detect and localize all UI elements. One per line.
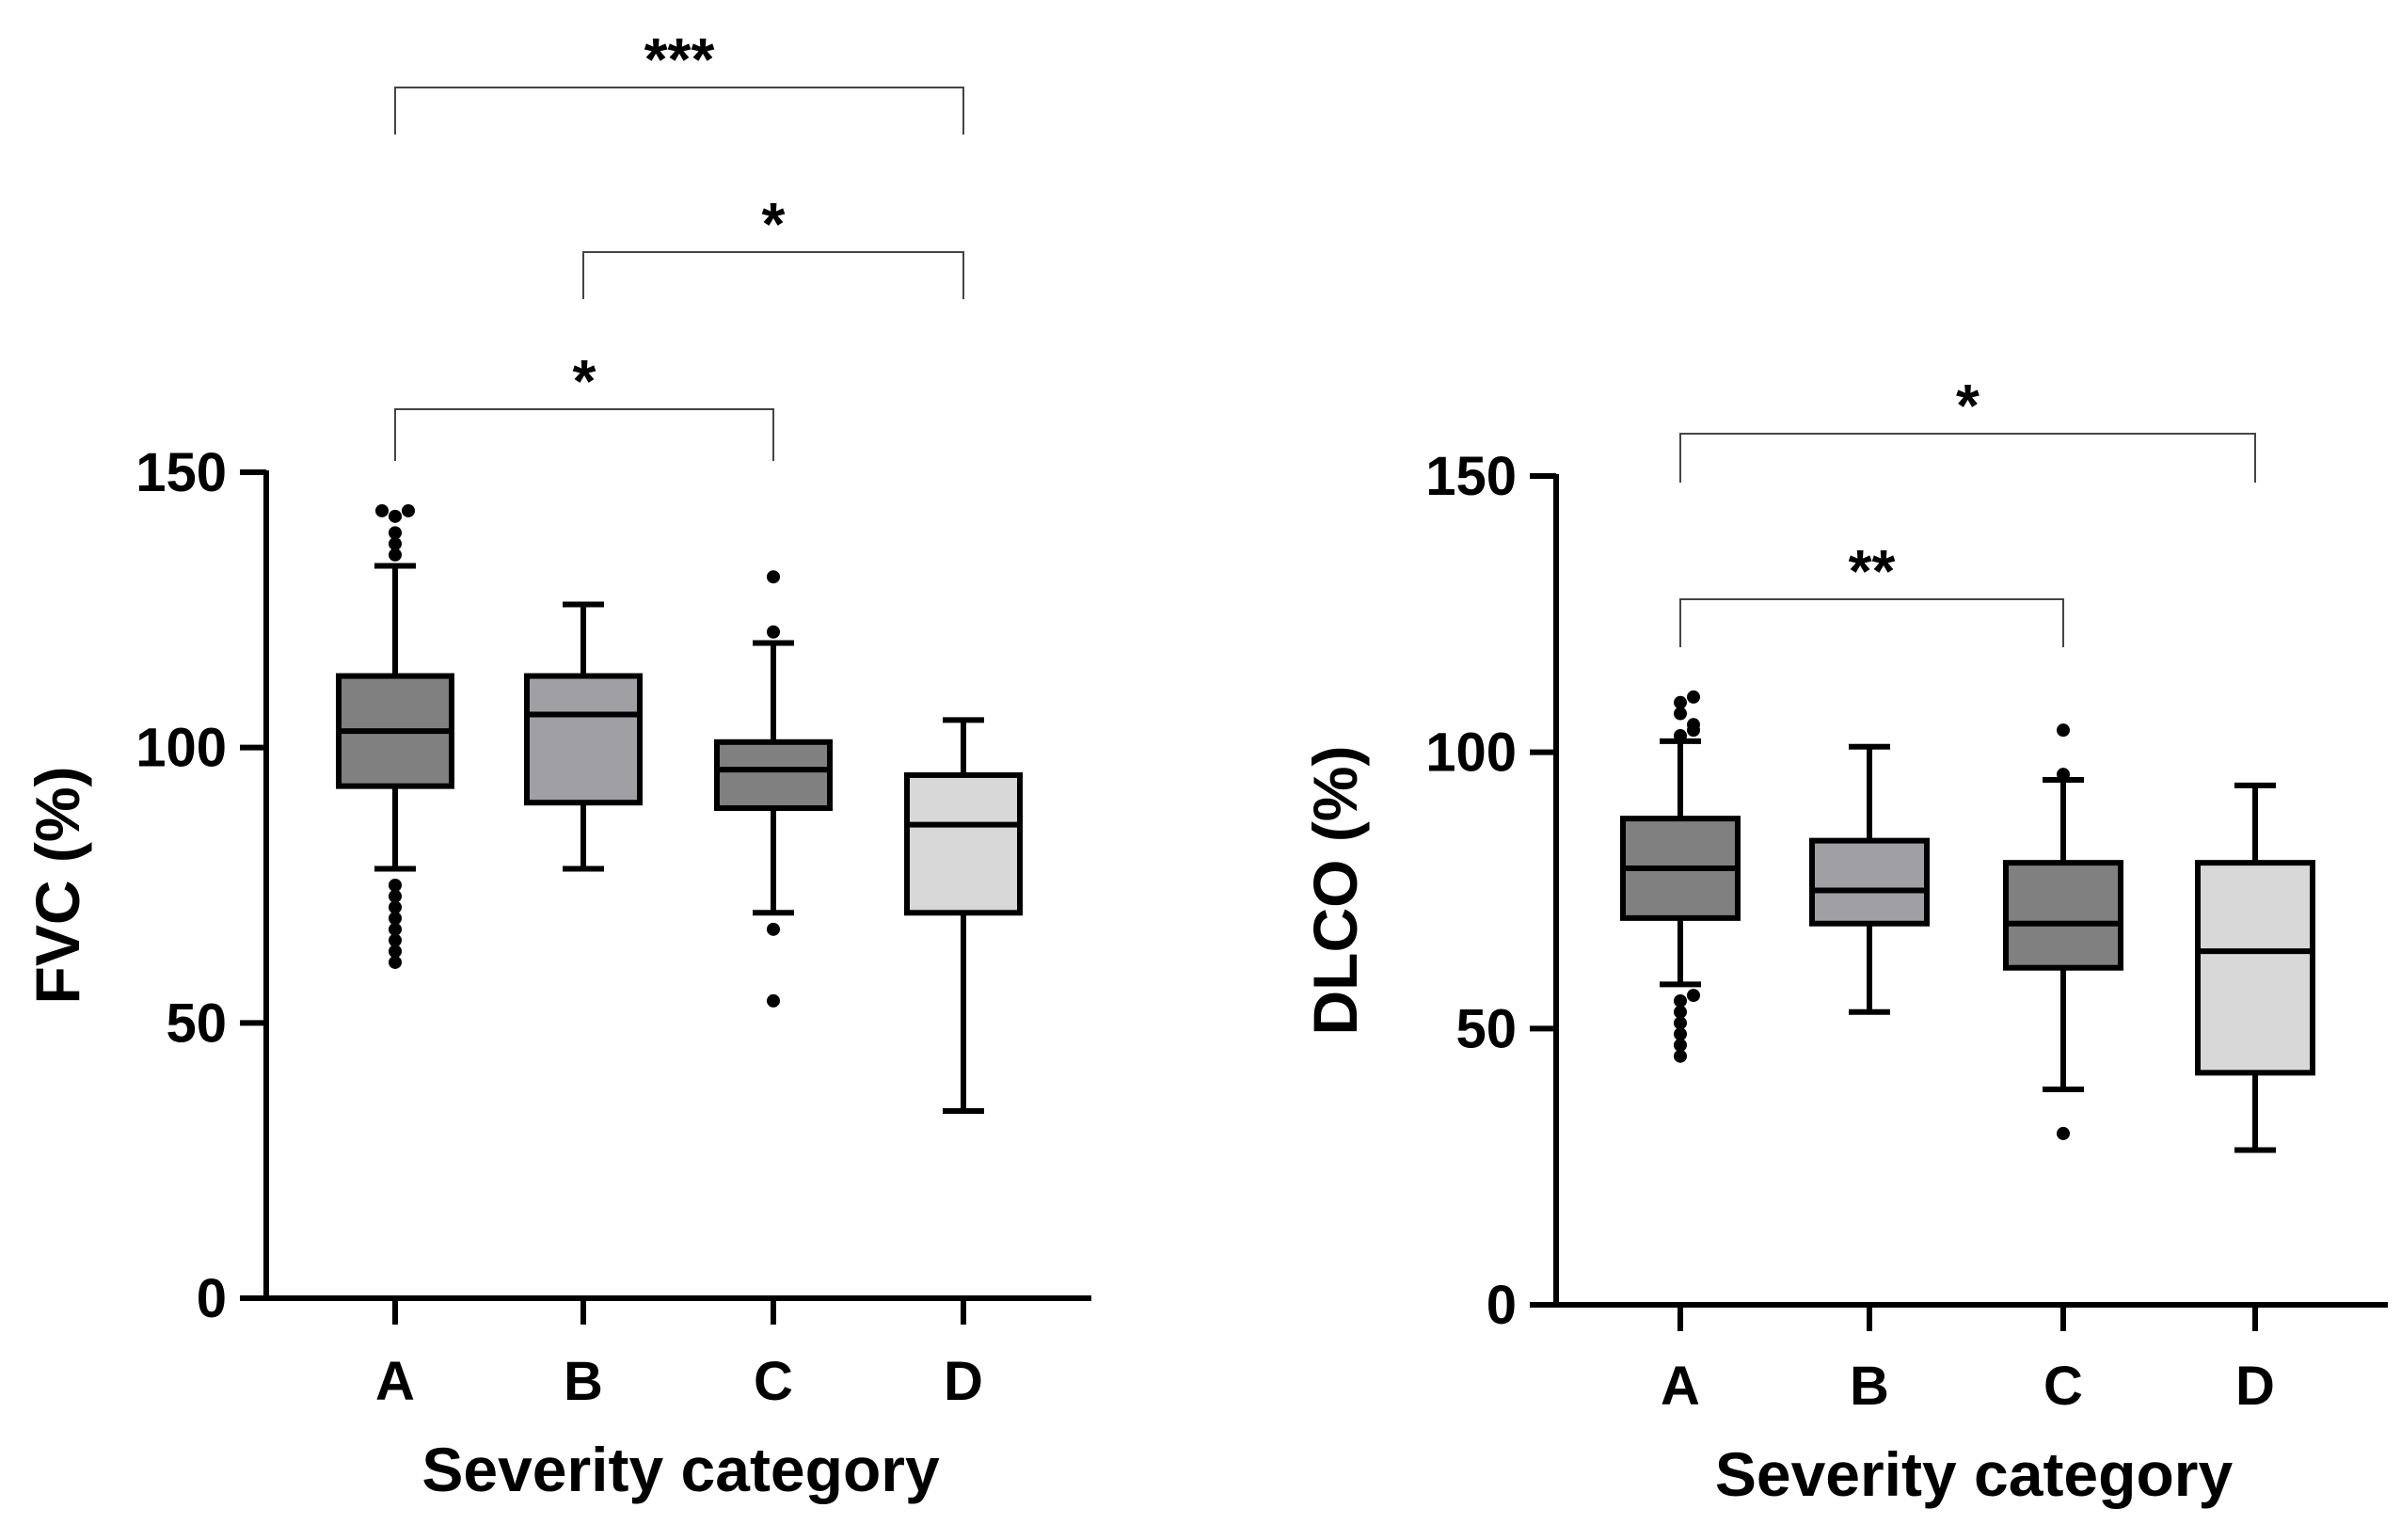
y-tick-label: 50 [166, 992, 227, 1054]
outlier-point [767, 922, 780, 936]
outlier-point [389, 879, 402, 892]
outlier-point [389, 509, 402, 523]
x-tick-label: D [944, 1351, 983, 1412]
outlier-point [1674, 729, 1687, 743]
significance-bracket-a-d: * [1679, 372, 2256, 483]
box-iqr [2195, 860, 2315, 1076]
box-b [1809, 743, 1930, 1015]
box-iqr [714, 738, 833, 812]
significance-label: * [762, 190, 786, 258]
box-a [1620, 690, 1741, 1063]
box-iqr [904, 771, 1023, 916]
outlier-point [1674, 695, 1687, 709]
significance-bracket-a-d: *** [394, 25, 964, 135]
y-tick-label: 100 [1425, 722, 1517, 784]
significance-label: * [1956, 372, 1980, 439]
outlier-point [389, 945, 402, 959]
y-tick-label: 150 [1425, 446, 1517, 507]
box-iqr [524, 673, 643, 806]
outlier-point [767, 993, 780, 1008]
outlier-point [1674, 1005, 1687, 1019]
box-d [2195, 782, 2315, 1153]
outlier-point [2057, 1126, 2070, 1140]
bracket-line [394, 408, 774, 461]
y-tick-label: 0 [1487, 1275, 1517, 1336]
bracket-line [1679, 433, 2256, 483]
significance-label: *** [644, 25, 715, 93]
significance-bracket-a-c: ** [1679, 537, 2064, 647]
significance-label: * [573, 347, 596, 415]
outlier-point [1674, 1027, 1687, 1041]
significance-bracket-b-d: * [582, 190, 964, 299]
outlier-point [767, 625, 780, 639]
outlier-point [389, 922, 402, 936]
outlier-point [402, 503, 415, 517]
box-d [904, 717, 1023, 1114]
x-axis-title: Severity category [421, 1435, 940, 1504]
y-tick-label: 150 [135, 442, 227, 503]
box-a [336, 503, 454, 969]
outlier-point [767, 570, 780, 584]
y-axis-title: FVC (%) [23, 767, 92, 1005]
bracket-line [1679, 598, 2064, 647]
y-tick-label: 0 [197, 1268, 227, 1329]
x-tick-label: D [2235, 1356, 2275, 1417]
box-c [2003, 723, 2123, 1140]
outlier-point [1687, 718, 1700, 732]
outlier-point [389, 933, 402, 947]
x-tick-label: B [1850, 1356, 1889, 1417]
box-iqr [2003, 860, 2123, 971]
outlier-point [375, 503, 389, 517]
outlier-point [2057, 768, 2070, 782]
x-tick-label: C [754, 1351, 793, 1412]
bracket-line [582, 251, 964, 299]
x-tick-label: B [564, 1351, 603, 1412]
y-tick-label: 100 [135, 718, 227, 779]
outlier-point [1674, 1016, 1687, 1030]
y-axis-title: DLCO (%) [1300, 746, 1370, 1036]
y-tick-label: 50 [1455, 998, 1517, 1059]
box-b [524, 601, 643, 872]
outlier-point [1674, 706, 1687, 721]
outlier-point [389, 889, 402, 903]
outlier-point [389, 900, 402, 914]
outlier-point [389, 912, 402, 926]
box-iqr [1809, 837, 1930, 927]
outlier-point [2057, 723, 2070, 738]
outlier-point [389, 548, 402, 562]
significance-label: ** [1849, 537, 1896, 605]
x-tick-label: A [1661, 1356, 1700, 1417]
outlier-point [1687, 690, 1700, 704]
x-tick-label: C [2043, 1356, 2083, 1417]
x-axis-title: Severity category [1715, 1439, 2234, 1509]
x-tick-label: A [375, 1351, 415, 1412]
outlier-point [389, 955, 402, 969]
box-c [714, 570, 833, 1008]
significance-bracket-a-c: * [394, 347, 774, 461]
outlier-point [1674, 1038, 1687, 1052]
bracket-line [394, 87, 964, 135]
outlier-point [1674, 993, 1687, 1008]
outlier-point [389, 526, 402, 540]
outlier-point [1674, 1049, 1687, 1063]
outlier-point [389, 537, 402, 551]
outlier-point [1687, 989, 1700, 1003]
